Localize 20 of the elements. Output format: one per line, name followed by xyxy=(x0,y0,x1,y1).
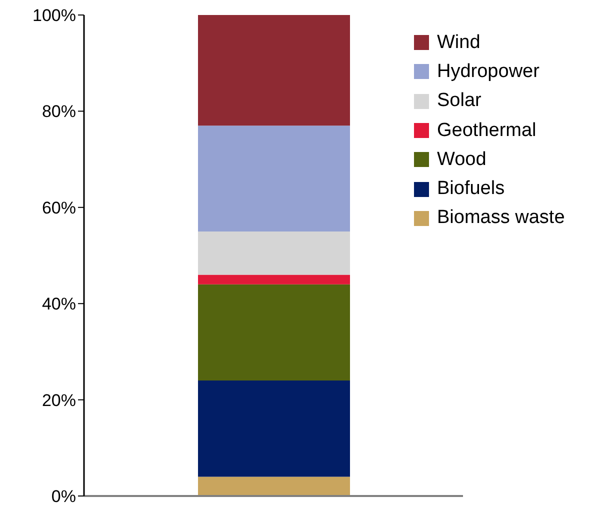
legend-label: Wood xyxy=(437,148,486,171)
y-tick-label: 60% xyxy=(42,198,76,218)
legend-label: Hydropower xyxy=(437,60,540,83)
y-tick-label: 0% xyxy=(51,487,76,506)
legend-label: Wind xyxy=(437,32,480,54)
bar xyxy=(198,380,350,477)
y-tick-label: 20% xyxy=(42,390,76,410)
bar xyxy=(198,15,350,126)
legend-label: Solar xyxy=(437,90,482,112)
y-tick-label: 100% xyxy=(32,6,76,26)
legend-label: Biofuels xyxy=(437,178,505,200)
legend-label: Biomass waste xyxy=(437,207,565,230)
y-tick-label: 40% xyxy=(42,294,76,314)
y-tick-label: 80% xyxy=(42,102,76,122)
legend-label: Geothermal xyxy=(437,120,536,142)
bar xyxy=(198,274,350,284)
bar xyxy=(198,126,350,232)
bar xyxy=(198,284,350,381)
bar xyxy=(198,476,350,496)
bar xyxy=(198,231,350,275)
